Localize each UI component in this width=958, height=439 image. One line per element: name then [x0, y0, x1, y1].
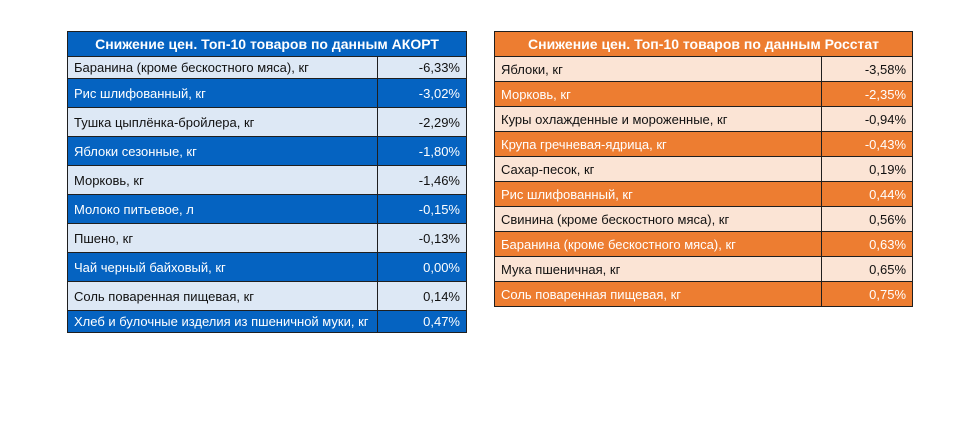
price-change: -2,29%: [377, 107, 467, 137]
price-change: -0,43%: [820, 131, 914, 157]
price-change: -1,80%: [377, 136, 467, 166]
table-row: Куры охлажденные и мороженные, кг -0,94%: [494, 106, 914, 132]
product-name: Крупа гречневая-ядрица, кг: [494, 131, 822, 157]
table-row: Яблоки, кг -3,58%: [494, 56, 914, 82]
price-change: 0,00%: [377, 252, 467, 282]
price-change: 0,47%: [377, 310, 467, 333]
table-row: Крупа гречневая-ядрица, кг -0,43%: [494, 131, 914, 157]
table-row: Чай черный байховый, кг 0,00%: [67, 252, 467, 282]
table-row: Соль поваренная пищевая, кг 0,75%: [494, 281, 914, 307]
table-row: Хлеб и булочные изделия из пшеничной мук…: [67, 310, 467, 333]
price-change: 0,75%: [820, 281, 914, 307]
akort-table-title: Снижение цен. Топ-10 товаров по данным А…: [67, 31, 467, 57]
table-row: Соль поваренная пищевая, кг 0,14%: [67, 281, 467, 311]
product-name: Соль поваренная пищевая, кг: [494, 281, 822, 307]
price-change: -0,94%: [820, 106, 914, 132]
table-row: Яблоки сезонные, кг -1,80%: [67, 136, 467, 166]
product-name: Баранина (кроме бескостного мяса), кг: [67, 56, 378, 79]
product-name: Рис шлифованный, кг: [67, 78, 378, 108]
product-name: Яблоки сезонные, кг: [67, 136, 378, 166]
product-name: Молоко питьевое, л: [67, 194, 378, 224]
price-change: -0,15%: [377, 194, 467, 224]
akort-table: Снижение цен. Топ-10 товаров по данным А…: [67, 31, 467, 333]
product-name: Баранина (кроме бескостного мяса), кг: [494, 231, 822, 257]
price-change: 0,65%: [820, 256, 914, 282]
table-row: Мука пшеничная, кг 0,65%: [494, 256, 914, 282]
table-row: Тушка цыплёнка-бройлера, кг -2,29%: [67, 107, 467, 137]
price-change: 0,63%: [820, 231, 914, 257]
price-change: -0,13%: [377, 223, 467, 253]
product-name: Соль поваренная пищевая, кг: [67, 281, 378, 311]
product-name: Мука пшеничная, кг: [494, 256, 822, 282]
price-change: -3,02%: [377, 78, 467, 108]
table-row: Свинина (кроме бескостного мяса), кг 0,5…: [494, 206, 914, 232]
rosstat-table: Снижение цен. Топ-10 товаров по данным Р…: [493, 31, 914, 307]
rosstat-table-title: Снижение цен. Топ-10 товаров по данным Р…: [493, 31, 914, 57]
price-change: -3,58%: [820, 56, 914, 82]
price-change: -2,35%: [820, 81, 914, 107]
product-name: Морковь, кг: [494, 81, 822, 107]
table-row: Баранина (кроме бескостного мяса), кг 0,…: [494, 231, 914, 257]
table-row: Рис шлифованный, кг 0,44%: [494, 181, 914, 207]
product-name: Морковь, кг: [67, 165, 378, 195]
product-name: Яблоки, кг: [494, 56, 822, 82]
product-name: Тушка цыплёнка-бройлера, кг: [67, 107, 378, 137]
product-name: Куры охлажденные и мороженные, кг: [494, 106, 822, 132]
product-name: Рис шлифованный, кг: [494, 181, 822, 207]
product-name: Пшено, кг: [67, 223, 378, 253]
price-change: 0,19%: [820, 156, 914, 182]
table-row: Морковь, кг -2,35%: [494, 81, 914, 107]
price-change: 0,56%: [820, 206, 914, 232]
product-name: Хлеб и булочные изделия из пшеничной мук…: [67, 310, 378, 333]
product-name: Чай черный байховый, кг: [67, 252, 378, 282]
table-row: Пшено, кг -0,13%: [67, 223, 467, 253]
price-change: 0,44%: [820, 181, 914, 207]
price-change: -6,33%: [377, 56, 467, 79]
price-change: 0,14%: [377, 281, 467, 311]
table-row: Баранина (кроме бескостного мяса), кг -6…: [67, 56, 467, 79]
table-row: Сахар-песок, кг 0,19%: [494, 156, 914, 182]
table-row: Рис шлифованный, кг -3,02%: [67, 78, 467, 108]
product-name: Сахар-песок, кг: [494, 156, 822, 182]
table-row: Морковь, кг -1,46%: [67, 165, 467, 195]
price-change: -1,46%: [377, 165, 467, 195]
product-name: Свинина (кроме бескостного мяса), кг: [494, 206, 822, 232]
table-row: Молоко питьевое, л -0,15%: [67, 194, 467, 224]
